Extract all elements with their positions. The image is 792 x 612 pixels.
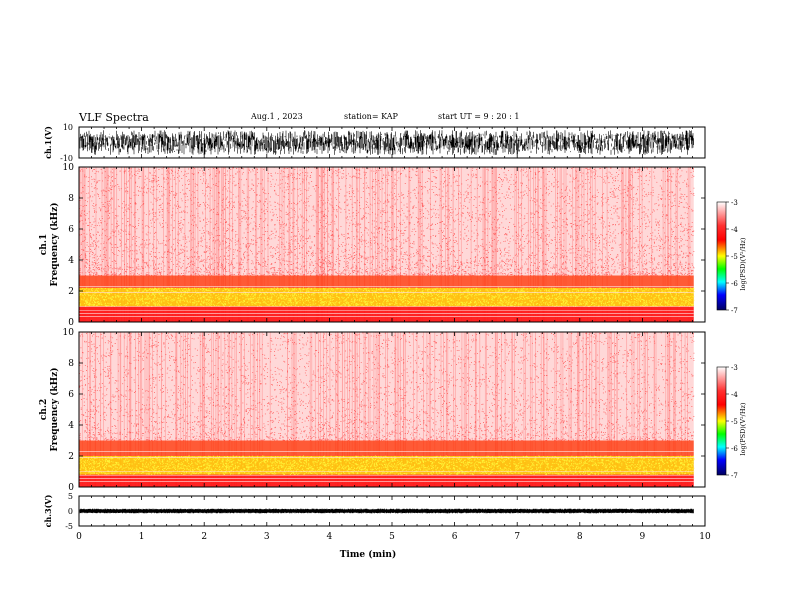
ch2-spectrogram-ytick-label: 10 xyxy=(63,328,75,338)
time-tick-label: 7 xyxy=(514,532,520,542)
ch2-spectrogram-ylabel-channel: ch.2 xyxy=(39,399,49,420)
ch2-spectrogram-ylabel-freq: Frequency (kHz) xyxy=(49,367,60,451)
y-axis-labels: ch.1(V)ch.1 Frequency (kHz)ch.2 Frequency … xyxy=(39,126,60,528)
ch1-waveform-ytick-label: -10 xyxy=(60,154,73,163)
ch3-waveform-ytick-label: 5 xyxy=(68,492,73,501)
page-title: VLF Spectra xyxy=(79,111,149,124)
ch2-colorbar-tick-label: -3 xyxy=(731,364,738,372)
ch3-waveform-panel: 5 0 -5 xyxy=(65,492,706,531)
ch1-spectrogram-ytick-label: 10 xyxy=(63,163,75,173)
ch1-spectrogram-ytick-label: 6 xyxy=(68,225,74,235)
ch2-colorbar-tick-label: -4 xyxy=(731,391,738,399)
ch1-spectrogram-ytick-label: 2 xyxy=(68,287,74,297)
time-tick-label: 9 xyxy=(640,532,646,542)
ch3-waveform-ytick-label: -5 xyxy=(65,522,73,531)
ch1-colorbar-tick-label: -3 xyxy=(731,199,738,207)
colorbars: -3 -4 -5 -6 -7 log(PSD)(V²/Hz) -3 -4 -5 -6 -7 log(P… xyxy=(716,199,747,480)
ch2-spectrogram-band-orange xyxy=(79,440,694,456)
ch2-spectrogram-ytick-label: 8 xyxy=(68,359,74,369)
ch2-spectrogram-band-red xyxy=(79,474,694,487)
ch1-waveform-ytick-label: 10 xyxy=(63,123,73,132)
ch2-spectrogram-striations xyxy=(81,332,688,487)
ch1-spectrogram-yellow-speckles xyxy=(79,287,695,307)
ch1-waveform-ylabel: ch.1(V) xyxy=(43,126,53,159)
ch1-waveform-panel: 10 -10 xyxy=(60,123,706,163)
ch2-colorbar-label: log(PSD)(V²/Hz) xyxy=(739,402,747,455)
start-time-label: start UT = 9 : 20 : 1 xyxy=(438,112,520,121)
time-tick-label: 0 xyxy=(76,532,82,542)
ch2-spectrogram-yellow-speckles xyxy=(79,455,695,476)
ch1-colorbar-tick-label: -6 xyxy=(731,280,738,288)
ch2-colorbar-tick-label: -6 xyxy=(731,445,738,453)
ch1-spectrogram-speckles xyxy=(79,166,695,276)
ch1-spectrogram-ytick-label: 8 xyxy=(68,194,74,204)
ch2-spectrogram-ytick-label: 4 xyxy=(68,421,74,431)
time-axis: 0 1 2 3 4 5 6 7 8 9 10 Time (min) xyxy=(76,532,711,560)
ch1-colorbar-tick-label: -5 xyxy=(731,253,738,261)
ch1-spectrogram-striations xyxy=(79,167,691,322)
ch2-spectrogram-panel: 0 2 4 6 8 10 xyxy=(63,328,706,493)
ch3-waveform-ylabel: ch.3(V) xyxy=(43,494,53,527)
time-tick-label: 1 xyxy=(139,532,145,542)
ch1-spectrogram-ylabel-channel: ch.1 xyxy=(39,234,49,255)
station-label: station= KAP xyxy=(344,112,398,121)
ch1-waveform-trace xyxy=(79,130,694,155)
ch2-colorbar xyxy=(716,366,727,476)
time-tick-label: 5 xyxy=(389,532,395,542)
ch1-colorbar-tick-label: -4 xyxy=(731,226,738,234)
ch1-spectrogram-band-red xyxy=(79,306,694,322)
ch3-waveform-trace xyxy=(79,508,694,514)
ch1-colorbar-label: log(PSD)(V²/Hz) xyxy=(739,237,747,290)
ch2-spectrogram-ytick-label: 0 xyxy=(68,483,74,493)
ch1-spectrogram-ytick-label: 0 xyxy=(68,318,74,328)
ch1-spectrogram-ytick-label: 4 xyxy=(68,256,74,266)
ch1-spectrogram-panel: 0 2 4 6 8 10 xyxy=(63,163,706,328)
ch1-spectrogram-ylabel-freq: Frequency (kHz) xyxy=(49,202,60,286)
ch1-spectrogram-band-orange xyxy=(79,275,694,288)
time-tick-label: 2 xyxy=(201,532,207,542)
time-axis-label: Time (min) xyxy=(340,549,397,560)
ch1-colorbar-tick-label: -7 xyxy=(731,307,738,315)
time-tick-label: 3 xyxy=(264,532,270,542)
date-label: Aug.1 , 2023 xyxy=(251,112,303,121)
ch2-colorbar-tick-label: -7 xyxy=(731,472,738,480)
time-tick-label: 8 xyxy=(577,532,583,542)
ch2-colorbar-tick-label: -5 xyxy=(731,418,738,426)
time-tick-label: 6 xyxy=(452,532,458,542)
ch1-colorbar xyxy=(716,201,727,311)
time-tick-label: 10 xyxy=(699,532,711,542)
ch2-spectrogram-speckles xyxy=(79,331,695,441)
ch2-spectrogram-ytick-label: 6 xyxy=(68,390,74,400)
time-tick-label: 4 xyxy=(327,532,333,542)
ch2-spectrogram-ytick-label: 2 xyxy=(68,452,74,462)
ch3-waveform-ytick-label: 0 xyxy=(68,507,73,516)
